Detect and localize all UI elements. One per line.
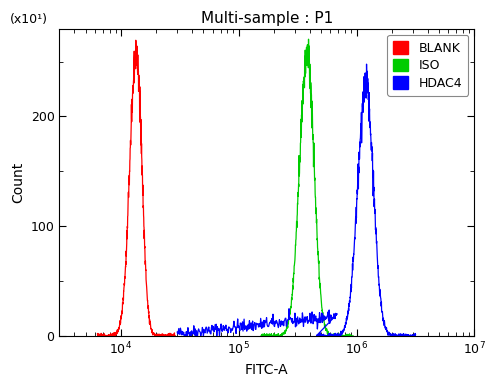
Text: (x10¹): (x10¹) [9,12,48,26]
Title: Multi-sample : P1: Multi-sample : P1 [201,11,333,26]
Y-axis label: Count: Count [11,162,25,203]
X-axis label: FITC-A: FITC-A [245,363,289,377]
Legend: BLANK, ISO, HDAC4: BLANK, ISO, HDAC4 [387,35,468,96]
